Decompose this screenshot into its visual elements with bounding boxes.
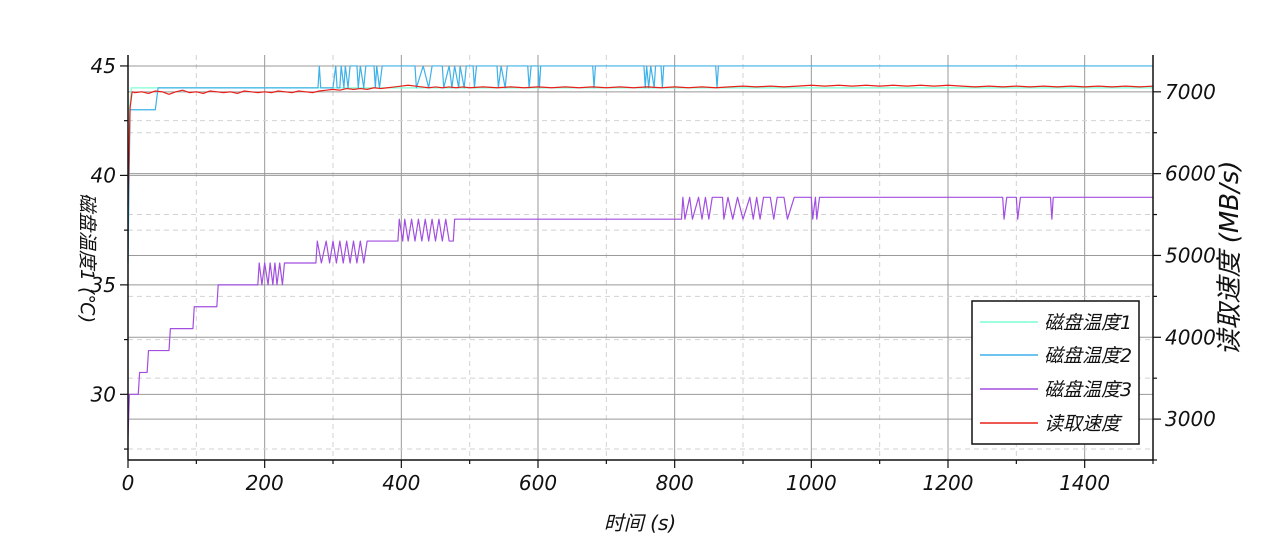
x-axis-label: 时间 (s) xyxy=(604,511,676,535)
y-right-tick-label: 6000 xyxy=(1165,162,1216,186)
y-left-tick-label: 45 xyxy=(91,54,116,78)
x-tick-label: 0 xyxy=(122,471,135,495)
legend-label-disk-temp-2: 磁盘温度2 xyxy=(1044,345,1132,367)
legend-label-disk-temp-1: 磁盘温度1 xyxy=(1044,312,1132,334)
legend-label-read-speed: 读取速度 xyxy=(1044,413,1123,435)
legend: 磁盘温度1 磁盘温度2 磁盘温度3 读取速度 xyxy=(971,300,1140,445)
legend-item-read-speed: 读取速度 xyxy=(980,413,1123,435)
y-right-axis-label: 读取速度 (MB/s) xyxy=(1215,160,1245,355)
y-right-tick-label: 7000 xyxy=(1165,80,1216,104)
legend-item-disk-temp-2: 磁盘温度2 xyxy=(980,345,1132,367)
x-tick-label: 200 xyxy=(246,471,284,495)
x-tick-label: 1400 xyxy=(1059,471,1110,495)
y-left-axis-label: 磁盘温度1 (℃) xyxy=(76,193,98,323)
legend-label-disk-temp-3: 磁盘温度3 xyxy=(1044,379,1132,401)
y-left-tick-label: 30 xyxy=(91,382,116,406)
y-left-tick-label: 35 xyxy=(91,273,116,297)
axes-layer: 0 200 400 600 800 1000 1200 1400 30 35 40 45 3000 400… xyxy=(91,54,1216,495)
legend-item-disk-temp-1: 磁盘温度1 xyxy=(980,312,1132,334)
legend-box xyxy=(971,300,1140,445)
series-line-3 xyxy=(127,196,1153,439)
x-tick-label: 600 xyxy=(519,471,557,495)
legend-item-disk-temp-3: 磁盘温度3 xyxy=(980,379,1132,401)
series-line-2 xyxy=(127,65,1153,263)
x-tick-label: 1200 xyxy=(923,471,974,495)
y-right-tick-label: 3000 xyxy=(1165,407,1216,431)
series-line-4 xyxy=(127,84,1154,207)
x-tick-label: 1000 xyxy=(786,471,837,495)
y-right-tick-label: 5000 xyxy=(1165,243,1216,267)
y-left-tick-label: 40 xyxy=(91,163,116,187)
x-tick-label: 800 xyxy=(656,471,694,495)
y-right-tick-label: 4000 xyxy=(1165,325,1216,349)
x-tick-label: 400 xyxy=(382,471,420,495)
